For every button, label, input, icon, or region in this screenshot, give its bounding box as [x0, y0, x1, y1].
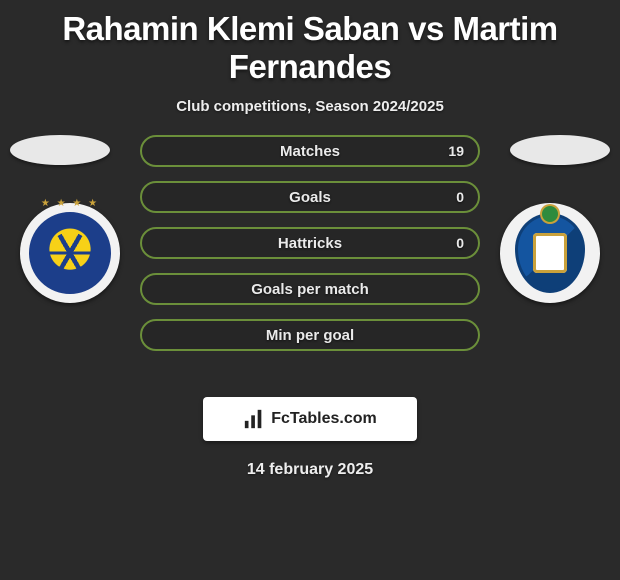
- stat-value-right: 19: [448, 143, 464, 159]
- crest-stars-icon: ★ ★ ★ ★: [29, 198, 111, 209]
- stat-label: Goals per match: [251, 281, 369, 298]
- subtitle: Club competitions, Season 2024/2025: [0, 98, 620, 115]
- maccabi-tel-aviv-icon: [29, 212, 111, 294]
- stat-value-right: 0: [456, 235, 464, 251]
- player-oval-right: [510, 135, 610, 165]
- stat-label: Hattricks: [278, 235, 342, 252]
- stat-pill: Hattricks 0: [140, 227, 480, 259]
- page-title: Rahamin Klemi Saban vs Martim Fernandes: [0, 0, 620, 86]
- fc-porto-icon: [515, 213, 585, 293]
- stat-label: Goals: [289, 189, 331, 206]
- stat-label: Min per goal: [266, 327, 354, 344]
- player-oval-left: [10, 135, 110, 165]
- date-label: 14 february 2025: [0, 461, 620, 479]
- stat-label: Matches: [280, 143, 340, 160]
- fctables-badge[interactable]: FcTables.com: [203, 397, 417, 441]
- stat-pill: Goals 0: [140, 181, 480, 213]
- club-crest-left: ★ ★ ★ ★: [20, 203, 120, 303]
- club-crest-right: [500, 203, 600, 303]
- stat-pill: Min per goal: [140, 319, 480, 351]
- bar-chart-icon: [243, 408, 265, 430]
- stat-pill: Goals per match: [140, 273, 480, 305]
- stat-value-right: 0: [456, 189, 464, 205]
- stat-pill: Matches 19: [140, 135, 480, 167]
- brand-label: FcTables.com: [271, 410, 377, 428]
- comparison-arena: ★ ★ ★ ★ Matches 19 Goals 0 Hattricks 0 Goals p…: [0, 135, 620, 375]
- stat-pill-list: Matches 19 Goals 0 Hattricks 0 Goals per match…: [140, 135, 480, 351]
